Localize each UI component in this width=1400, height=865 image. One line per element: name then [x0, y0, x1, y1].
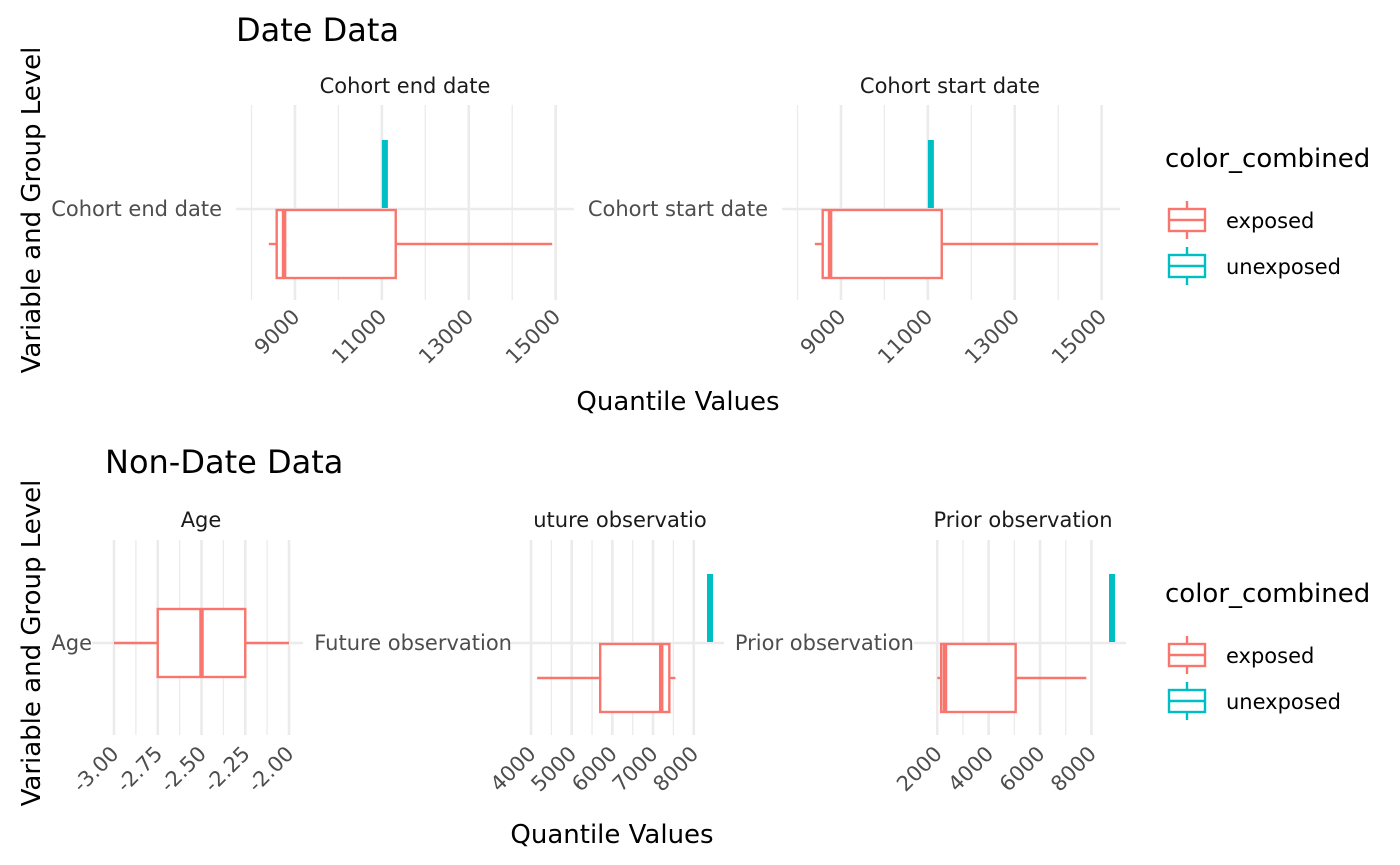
boxplot-exposed	[114, 607, 289, 679]
facet-strip-label: Cohort start date	[860, 74, 1040, 98]
x-tick-label: -3.00	[68, 742, 123, 797]
chart-title: Date Data	[236, 11, 399, 49]
facet-panel: Cohort start date Cohort start date 9000 11…	[588, 74, 1120, 369]
legend-key-exposed	[1167, 636, 1207, 674]
legend-label: unexposed	[1226, 690, 1341, 714]
legend-title: color_combined	[1165, 144, 1370, 174]
x-tick-label: 9000	[250, 305, 305, 360]
x-tick-label: 6000	[567, 742, 622, 797]
x-tick-label: 15000	[501, 305, 565, 369]
x-tick-label: -2.00	[243, 742, 298, 797]
x-tick-label: 4000	[486, 742, 541, 797]
x-tick-label: 5000	[526, 742, 581, 797]
x-axis-title: Quantile Values	[576, 387, 779, 417]
facet-panel: uture observatio Future observation 400050…	[314, 508, 724, 796]
boxplot-exposed	[537, 642, 676, 714]
legend-key-unexposed	[1167, 247, 1207, 285]
legend-key-exposed	[1167, 201, 1207, 239]
boxplot-exposed	[937, 642, 1087, 714]
x-tick-label: 4000	[943, 742, 998, 797]
y-tick-label: Cohort start date	[588, 197, 768, 221]
x-tick-label: 2000	[892, 742, 947, 797]
facet-strip-label: Prior observation	[933, 508, 1112, 532]
facet-panel: Cohort end date Cohort end date 9000 11000 1…	[51, 74, 574, 369]
x-axis-title: Quantile Values	[510, 820, 713, 850]
boxplot-exposed	[268, 208, 553, 280]
y-tick-label: Future observation	[314, 631, 512, 655]
x-tick-label: 7000	[608, 742, 663, 797]
legend-label: exposed	[1226, 209, 1314, 233]
x-tick-label: 13000	[414, 305, 478, 369]
facet-strip-label: uture observatio	[533, 508, 707, 532]
facet-strip-label: Cohort end date	[320, 74, 491, 98]
y-axis-title: Variable and Group Level	[17, 480, 47, 807]
chart-title: Non-Date Data	[105, 443, 343, 481]
boxplot-exposed	[814, 208, 1099, 280]
box-iqr	[939, 642, 1017, 714]
y-tick-label: Cohort end date	[51, 197, 222, 221]
facet-strip-label: Age	[181, 508, 222, 532]
legend-key-unexposed	[1167, 682, 1207, 720]
facet-panel: Age Age -3.00-2.75-2.50-2.25-2.00	[51, 508, 303, 797]
x-tick-label: 8000	[648, 742, 703, 797]
box-iqr	[821, 208, 943, 280]
facet-panel: Prior observation Prior observation 200040…	[735, 508, 1126, 796]
y-tick-label: Prior observation	[735, 631, 914, 655]
chart-block: Date Data Variable and Group Level Quantil…	[17, 11, 1370, 417]
x-tick-label: 8000	[1046, 742, 1101, 797]
legend-title: color_combined	[1165, 579, 1370, 609]
x-tick-label: 6000	[995, 742, 1050, 797]
x-tick-label: -2.25	[199, 742, 254, 797]
x-tick-label: 15000	[1047, 305, 1111, 369]
x-tick-label: 11000	[873, 305, 937, 369]
y-tick-label: Age	[51, 631, 92, 655]
x-tick-label: -2.75	[112, 742, 167, 797]
x-tick-label: 13000	[960, 305, 1024, 369]
y-axis-title: Variable and Group Level	[17, 47, 47, 374]
x-tick-label: 11000	[327, 305, 391, 369]
box-iqr	[598, 642, 671, 714]
chart-block: Non-Date Data Variable and Group Level Qua…	[17, 443, 1370, 850]
box-iqr	[275, 208, 397, 280]
legend-label: exposed	[1226, 644, 1314, 668]
legend-label: unexposed	[1226, 255, 1341, 279]
x-tick-label: 9000	[796, 305, 851, 360]
x-tick-label: -2.50	[156, 742, 211, 797]
